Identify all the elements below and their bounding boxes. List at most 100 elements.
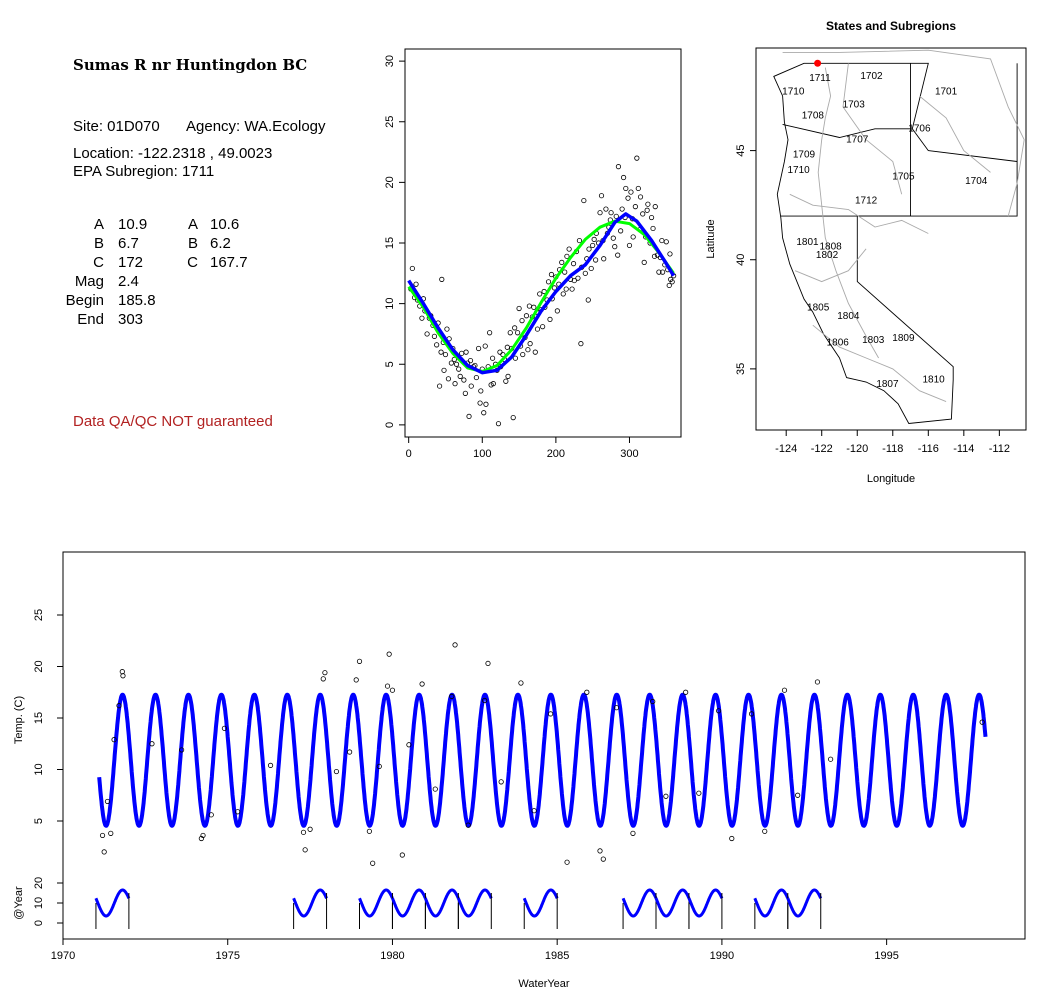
region-label: 1704 <box>965 176 988 187</box>
data-point <box>586 246 592 252</box>
param-label: C <box>187 254 198 271</box>
data-point <box>795 792 801 798</box>
data-point <box>235 809 241 815</box>
y-tick-label: 0 <box>33 920 45 926</box>
region-label: 1801 <box>796 237 819 248</box>
data-point <box>448 360 454 366</box>
region-label: 1806 <box>827 337 850 348</box>
data-point <box>503 378 509 384</box>
data-point <box>466 413 472 419</box>
region-label: 1803 <box>862 335 885 346</box>
data-point <box>584 689 590 695</box>
x-tick-label: -114 <box>953 443 974 455</box>
data-point <box>534 326 541 332</box>
param-value: 303 <box>118 311 144 328</box>
data-point <box>481 410 487 416</box>
data-point <box>748 711 755 717</box>
data-point <box>619 206 625 212</box>
data-point <box>386 651 392 657</box>
data-point <box>582 270 588 276</box>
subregion-map: States and Subregions 1711 1702 1701 1710 170… <box>705 19 1027 485</box>
data-point <box>436 383 443 389</box>
x-tick-label: -116 <box>918 443 939 455</box>
x-tick-label: 1990 <box>710 950 734 962</box>
data-point <box>625 195 631 201</box>
qa-disclaimer: Data QA/QC NOT guaranteed <box>73 413 273 430</box>
data-point <box>483 401 489 407</box>
data-point <box>104 798 111 805</box>
data-point <box>333 768 340 775</box>
data-point <box>585 297 591 303</box>
site-marker <box>814 59 822 67</box>
region-label: 1701 <box>935 86 958 97</box>
data-point <box>569 286 575 292</box>
site-id: Site: 01D070 <box>73 118 160 135</box>
data-point <box>603 206 609 212</box>
data-point <box>525 347 531 353</box>
fit-line-green <box>407 219 675 373</box>
data-point <box>370 860 376 866</box>
data-point <box>441 367 447 373</box>
x-tick-label: 1970 <box>51 950 75 962</box>
data-point <box>267 762 274 768</box>
fit-line <box>97 692 988 828</box>
data-point <box>413 281 419 287</box>
data-point <box>669 279 675 285</box>
data-point <box>461 377 467 383</box>
data-point <box>566 246 572 252</box>
y-tick-label: 15 <box>33 712 45 724</box>
data-point <box>445 376 452 382</box>
data-point <box>532 349 538 355</box>
data-point <box>221 725 228 731</box>
data-point <box>648 214 655 221</box>
subregion-boundary <box>782 49 1025 217</box>
data-point <box>444 326 450 332</box>
data-point <box>518 680 524 686</box>
map-title: States and Subregions <box>826 19 956 33</box>
region-label: 1804 <box>837 311 860 322</box>
param-label: C <box>93 254 104 271</box>
param-value: 167.7 <box>210 254 248 271</box>
data-point <box>119 669 125 675</box>
data-point <box>814 679 821 685</box>
region-label: 1712 <box>855 195 878 206</box>
region-label: 1808 <box>819 241 842 252</box>
state-boundary <box>782 123 911 138</box>
data-point <box>666 282 672 289</box>
data-point <box>570 261 577 267</box>
data-point <box>452 381 458 387</box>
data-point <box>384 683 391 689</box>
data-point <box>659 237 665 244</box>
seasonal-scatter-plot: 0 100 200 300 0 5 10 15 20 25 30 <box>384 48 682 460</box>
data-point <box>442 351 449 358</box>
x-tick-label: 1980 <box>380 950 404 962</box>
x-axis-label: Longitude <box>867 473 915 485</box>
data-point <box>449 693 455 699</box>
data-point <box>490 381 496 387</box>
data-point <box>979 719 985 725</box>
data-point <box>663 239 669 245</box>
region-label: 1802 <box>816 250 839 261</box>
data-point <box>489 355 496 361</box>
year-curve <box>687 888 724 918</box>
year-curve <box>786 888 823 918</box>
x-tick-label: -124 <box>775 443 797 455</box>
x-tick-label: -120 <box>846 443 868 455</box>
data-point <box>322 670 328 676</box>
year-curve <box>292 888 328 918</box>
x-tick-label: 200 <box>547 448 565 460</box>
param-value: 10.6 <box>210 216 240 233</box>
data-point <box>641 259 647 265</box>
y-tick-label: 20 <box>384 176 396 188</box>
x-tick-label: -118 <box>882 443 903 455</box>
param-value: 2.4 <box>118 273 139 290</box>
data-point <box>540 324 546 330</box>
data-point <box>495 421 502 427</box>
x-tick-label: 1985 <box>545 950 569 962</box>
data-point <box>591 236 597 242</box>
data-point <box>729 835 735 842</box>
fit-line-blue <box>407 212 676 375</box>
y-tick-label: 0 <box>384 422 396 428</box>
data-point <box>828 756 834 762</box>
y-tick-label: 5 <box>384 361 396 367</box>
